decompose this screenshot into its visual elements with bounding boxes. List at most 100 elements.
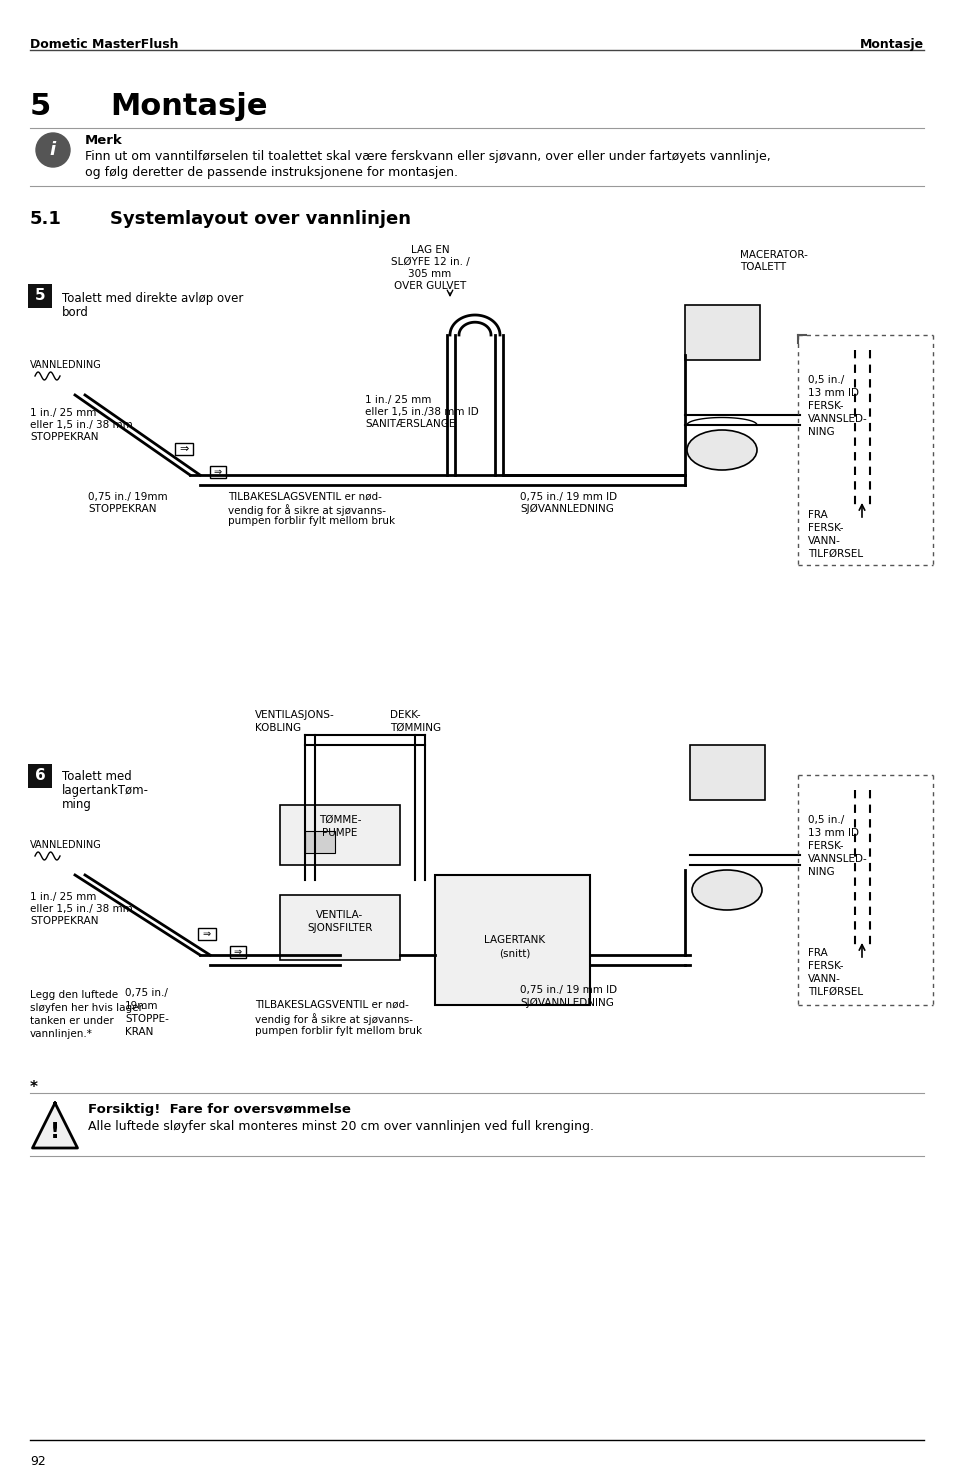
Text: TOALETT: TOALETT (740, 263, 785, 271)
Text: 5.1: 5.1 (30, 209, 62, 229)
Text: !: ! (50, 1122, 60, 1142)
Text: VANNLEDNING: VANNLEDNING (30, 839, 102, 850)
Text: VANN-: VANN- (807, 535, 840, 546)
Text: 1 in./ 25 mm: 1 in./ 25 mm (365, 395, 431, 406)
Text: i: i (50, 142, 56, 159)
Bar (280, 895, 399, 960)
Text: OVER GULVET: OVER GULVET (394, 282, 466, 291)
FancyBboxPatch shape (198, 928, 215, 940)
Text: eller 1,5 in./ 38 mm: eller 1,5 in./ 38 mm (30, 420, 132, 431)
Text: eller 1,5 in./ 38 mm: eller 1,5 in./ 38 mm (30, 904, 132, 914)
Text: Dometic MasterFlush: Dometic MasterFlush (30, 38, 178, 52)
Text: 0,75 in./ 19 mm ID: 0,75 in./ 19 mm ID (519, 493, 617, 502)
Text: TØMMING: TØMMING (390, 723, 440, 733)
Text: STOPPE-: STOPPE- (125, 1013, 169, 1024)
Text: sløyfen her hvis lager-: sløyfen her hvis lager- (30, 1003, 146, 1013)
Bar (305, 830, 335, 853)
Text: 13 mm ID: 13 mm ID (807, 827, 858, 838)
Text: Montasje: Montasje (110, 91, 267, 121)
FancyBboxPatch shape (230, 945, 246, 957)
Text: KOBLING: KOBLING (254, 723, 301, 733)
Text: SJØVANNLEDNING: SJØVANNLEDNING (519, 504, 613, 515)
Text: 1 in./ 25 mm: 1 in./ 25 mm (30, 892, 96, 903)
Ellipse shape (686, 431, 757, 471)
Text: 92: 92 (30, 1454, 46, 1468)
Ellipse shape (691, 870, 761, 910)
Text: Systemlayout over vannlinjen: Systemlayout over vannlinjen (110, 209, 411, 229)
Text: Toalett med direkte avløp over: Toalett med direkte avløp over (62, 292, 243, 305)
Text: FERSK-: FERSK- (807, 841, 842, 851)
Text: 0,75 in./: 0,75 in./ (125, 988, 168, 999)
Text: Merk: Merk (85, 134, 123, 148)
Text: LAGERTANK: LAGERTANK (484, 935, 545, 945)
Text: lagertankTøm-: lagertankTøm- (62, 785, 149, 796)
Text: STOPPEKRAN: STOPPEKRAN (30, 432, 98, 442)
Text: TILBAKESLAGSVENTIL er nød-: TILBAKESLAGSVENTIL er nød- (254, 1000, 409, 1010)
Text: 1 in./ 25 mm: 1 in./ 25 mm (30, 409, 96, 417)
Text: Toalett med: Toalett med (62, 770, 132, 783)
Text: ⇒: ⇒ (179, 444, 189, 454)
Text: Legg den luftede: Legg den luftede (30, 990, 118, 1000)
Text: FRA: FRA (807, 948, 827, 957)
FancyBboxPatch shape (174, 442, 193, 454)
Text: FERSK-: FERSK- (807, 962, 842, 971)
Text: og følg deretter de passende instruksjonene for montasjen.: og følg deretter de passende instruksjon… (85, 167, 457, 178)
Text: TØMME-: TØMME- (318, 816, 361, 825)
Text: KRAN: KRAN (125, 1027, 153, 1037)
Polygon shape (32, 1103, 77, 1148)
Text: ⇒: ⇒ (203, 929, 211, 940)
Text: STOPPEKRAN: STOPPEKRAN (88, 504, 156, 513)
Bar (280, 805, 399, 864)
Text: Montasje: Montasje (859, 38, 923, 52)
Text: ming: ming (62, 798, 91, 811)
Text: VANNSLED-: VANNSLED- (807, 854, 867, 864)
Text: 6: 6 (34, 768, 46, 783)
FancyBboxPatch shape (28, 285, 52, 308)
Text: VENTILASJONS-: VENTILASJONS- (254, 709, 335, 720)
Text: SJØVANNLEDNING: SJØVANNLEDNING (519, 999, 613, 1009)
Text: TILFØRSEL: TILFØRSEL (807, 549, 862, 559)
Text: 0,5 in./: 0,5 in./ (807, 816, 843, 825)
Text: MACERATOR-: MACERATOR- (740, 249, 807, 260)
Text: (snitt): (snitt) (498, 948, 530, 957)
Text: FERSK-: FERSK- (807, 401, 842, 412)
Text: vendig for å sikre at sjøvanns-: vendig for å sikre at sjøvanns- (254, 1013, 413, 1025)
Text: DEKK-: DEKK- (390, 709, 420, 720)
Text: 305 mm: 305 mm (408, 268, 451, 279)
Text: 19mm: 19mm (125, 1002, 158, 1010)
Text: VANN-: VANN- (807, 974, 840, 984)
Text: pumpen forblir fylt mellom bruk: pumpen forblir fylt mellom bruk (228, 516, 395, 527)
Text: TILBAKESLAGSVENTIL er nød-: TILBAKESLAGSVENTIL er nød- (228, 493, 381, 502)
Text: 0,75 in./ 19mm: 0,75 in./ 19mm (88, 493, 168, 502)
Text: PUMPE: PUMPE (322, 827, 357, 838)
Text: vannlinjen.*: vannlinjen.* (30, 1030, 92, 1038)
Text: ⇒: ⇒ (213, 468, 222, 476)
Bar (689, 745, 764, 799)
Text: SLØYFE 12 in. /: SLØYFE 12 in. / (390, 257, 469, 267)
Bar (684, 305, 760, 360)
Text: FRA: FRA (807, 510, 827, 521)
Text: LAG EN: LAG EN (410, 245, 449, 255)
Text: vendig for å sikre at sjøvanns-: vendig for å sikre at sjøvanns- (228, 504, 386, 516)
FancyBboxPatch shape (28, 764, 52, 788)
Text: VANNLEDNING: VANNLEDNING (30, 360, 102, 370)
Text: Finn ut om vanntilførselen til toalettet skal være ferskvann eller sjøvann, over: Finn ut om vanntilførselen til toalettet… (85, 150, 770, 164)
Text: 0,5 in./: 0,5 in./ (807, 375, 843, 385)
Text: Forsiktig!  Fare for oversvømmelse: Forsiktig! Fare for oversvømmelse (88, 1103, 351, 1117)
Text: Alle luftede sløyfer skal monteres minst 20 cm over vannlinjen ved full krenging: Alle luftede sløyfer skal monteres minst… (88, 1120, 594, 1133)
Text: NING: NING (807, 867, 834, 878)
Text: VANNSLED-: VANNSLED- (807, 414, 867, 423)
Text: SANITÆRSLANGE: SANITÆRSLANGE (365, 419, 455, 429)
FancyBboxPatch shape (210, 466, 226, 478)
Circle shape (36, 133, 70, 167)
Text: TILFØRSEL: TILFØRSEL (807, 987, 862, 997)
Text: STOPPEKRAN: STOPPEKRAN (30, 916, 98, 926)
Text: eller 1,5 in./38 mm ID: eller 1,5 in./38 mm ID (365, 407, 478, 417)
Text: tanken er under: tanken er under (30, 1016, 113, 1027)
Text: 13 mm ID: 13 mm ID (807, 388, 858, 398)
Text: *: * (30, 1080, 38, 1094)
Text: FERSK-: FERSK- (807, 524, 842, 532)
Text: NING: NING (807, 426, 834, 437)
Bar (435, 875, 589, 1004)
Text: bord: bord (62, 305, 89, 319)
